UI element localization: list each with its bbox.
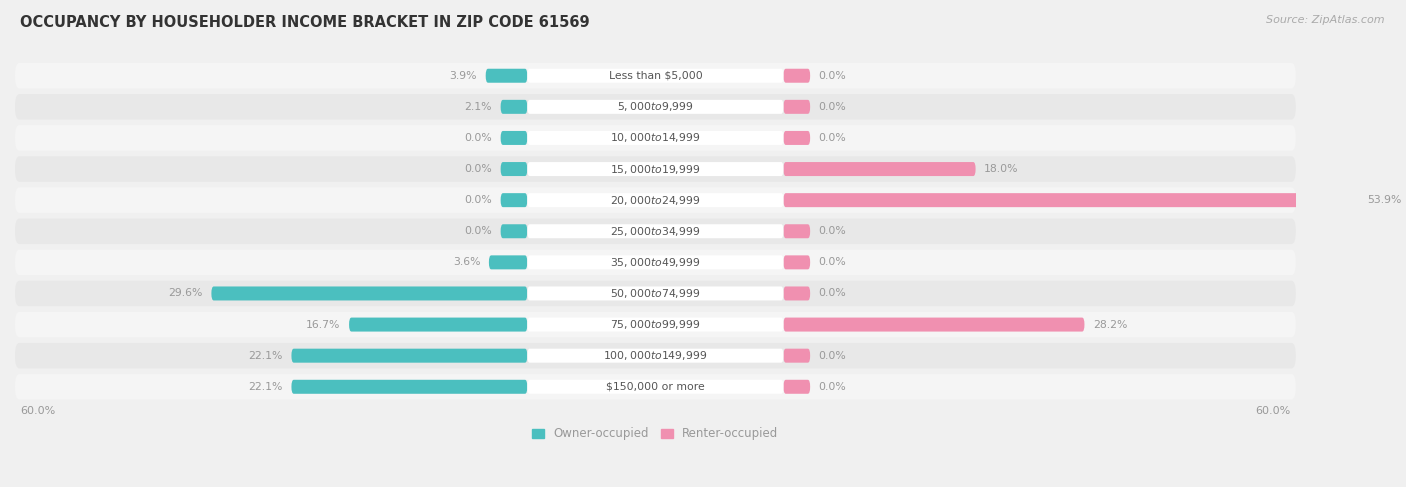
FancyBboxPatch shape — [783, 318, 1084, 332]
Text: 0.0%: 0.0% — [818, 257, 846, 267]
Text: Source: ZipAtlas.com: Source: ZipAtlas.com — [1267, 15, 1385, 25]
FancyBboxPatch shape — [485, 69, 527, 83]
Text: 0.0%: 0.0% — [464, 164, 492, 174]
Text: $25,000 to $34,999: $25,000 to $34,999 — [610, 225, 700, 238]
Text: 18.0%: 18.0% — [984, 164, 1018, 174]
Text: $15,000 to $19,999: $15,000 to $19,999 — [610, 163, 700, 175]
FancyBboxPatch shape — [783, 162, 976, 176]
FancyBboxPatch shape — [15, 94, 1296, 120]
Text: 22.1%: 22.1% — [249, 351, 283, 361]
FancyBboxPatch shape — [15, 312, 1296, 337]
Text: $100,000 to $149,999: $100,000 to $149,999 — [603, 349, 707, 362]
FancyBboxPatch shape — [501, 131, 527, 145]
FancyBboxPatch shape — [783, 131, 810, 145]
FancyBboxPatch shape — [783, 69, 810, 83]
Text: 29.6%: 29.6% — [169, 288, 202, 299]
Text: Less than $5,000: Less than $5,000 — [609, 71, 702, 81]
Text: 0.0%: 0.0% — [818, 351, 846, 361]
FancyBboxPatch shape — [527, 162, 783, 176]
Text: $5,000 to $9,999: $5,000 to $9,999 — [617, 100, 693, 113]
FancyBboxPatch shape — [527, 255, 783, 269]
FancyBboxPatch shape — [783, 380, 810, 394]
FancyBboxPatch shape — [783, 286, 810, 300]
Text: $50,000 to $74,999: $50,000 to $74,999 — [610, 287, 700, 300]
FancyBboxPatch shape — [291, 380, 527, 394]
FancyBboxPatch shape — [211, 286, 527, 300]
Text: 0.0%: 0.0% — [818, 102, 846, 112]
FancyBboxPatch shape — [501, 224, 527, 238]
FancyBboxPatch shape — [15, 250, 1296, 275]
Text: 60.0%: 60.0% — [20, 406, 56, 416]
FancyBboxPatch shape — [15, 125, 1296, 150]
Text: $150,000 or more: $150,000 or more — [606, 382, 704, 392]
FancyBboxPatch shape — [15, 343, 1296, 369]
Text: 0.0%: 0.0% — [818, 382, 846, 392]
FancyBboxPatch shape — [527, 286, 783, 300]
FancyBboxPatch shape — [783, 100, 810, 114]
FancyBboxPatch shape — [349, 318, 527, 332]
Text: OCCUPANCY BY HOUSEHOLDER INCOME BRACKET IN ZIP CODE 61569: OCCUPANCY BY HOUSEHOLDER INCOME BRACKET … — [20, 15, 589, 30]
FancyBboxPatch shape — [527, 100, 783, 114]
FancyBboxPatch shape — [783, 224, 810, 238]
FancyBboxPatch shape — [489, 255, 527, 269]
Text: 2.1%: 2.1% — [464, 102, 492, 112]
Text: 16.7%: 16.7% — [307, 319, 340, 330]
Text: 53.9%: 53.9% — [1367, 195, 1402, 205]
FancyBboxPatch shape — [527, 380, 783, 394]
FancyBboxPatch shape — [501, 162, 527, 176]
FancyBboxPatch shape — [15, 187, 1296, 213]
FancyBboxPatch shape — [783, 193, 1358, 207]
Text: 22.1%: 22.1% — [249, 382, 283, 392]
Text: 0.0%: 0.0% — [464, 226, 492, 236]
FancyBboxPatch shape — [291, 349, 527, 363]
FancyBboxPatch shape — [783, 349, 810, 363]
FancyBboxPatch shape — [527, 318, 783, 332]
Text: 28.2%: 28.2% — [1092, 319, 1128, 330]
FancyBboxPatch shape — [15, 281, 1296, 306]
Text: 3.9%: 3.9% — [450, 71, 477, 81]
FancyBboxPatch shape — [501, 100, 527, 114]
FancyBboxPatch shape — [501, 193, 527, 207]
FancyBboxPatch shape — [15, 156, 1296, 182]
Text: 0.0%: 0.0% — [818, 71, 846, 81]
Legend: Owner-occupied, Renter-occupied: Owner-occupied, Renter-occupied — [527, 423, 783, 445]
Text: $35,000 to $49,999: $35,000 to $49,999 — [610, 256, 700, 269]
Text: $20,000 to $24,999: $20,000 to $24,999 — [610, 194, 700, 206]
Text: 0.0%: 0.0% — [818, 226, 846, 236]
Text: 0.0%: 0.0% — [818, 133, 846, 143]
Text: 0.0%: 0.0% — [464, 133, 492, 143]
Text: 0.0%: 0.0% — [818, 288, 846, 299]
FancyBboxPatch shape — [527, 224, 783, 238]
Text: 0.0%: 0.0% — [464, 195, 492, 205]
Text: $75,000 to $99,999: $75,000 to $99,999 — [610, 318, 700, 331]
Text: 60.0%: 60.0% — [1256, 406, 1291, 416]
FancyBboxPatch shape — [527, 131, 783, 145]
FancyBboxPatch shape — [15, 63, 1296, 89]
FancyBboxPatch shape — [527, 69, 783, 83]
FancyBboxPatch shape — [527, 193, 783, 207]
Text: 3.6%: 3.6% — [453, 257, 481, 267]
FancyBboxPatch shape — [15, 219, 1296, 244]
FancyBboxPatch shape — [527, 349, 783, 363]
FancyBboxPatch shape — [15, 374, 1296, 399]
FancyBboxPatch shape — [783, 255, 810, 269]
Text: $10,000 to $14,999: $10,000 to $14,999 — [610, 131, 700, 145]
